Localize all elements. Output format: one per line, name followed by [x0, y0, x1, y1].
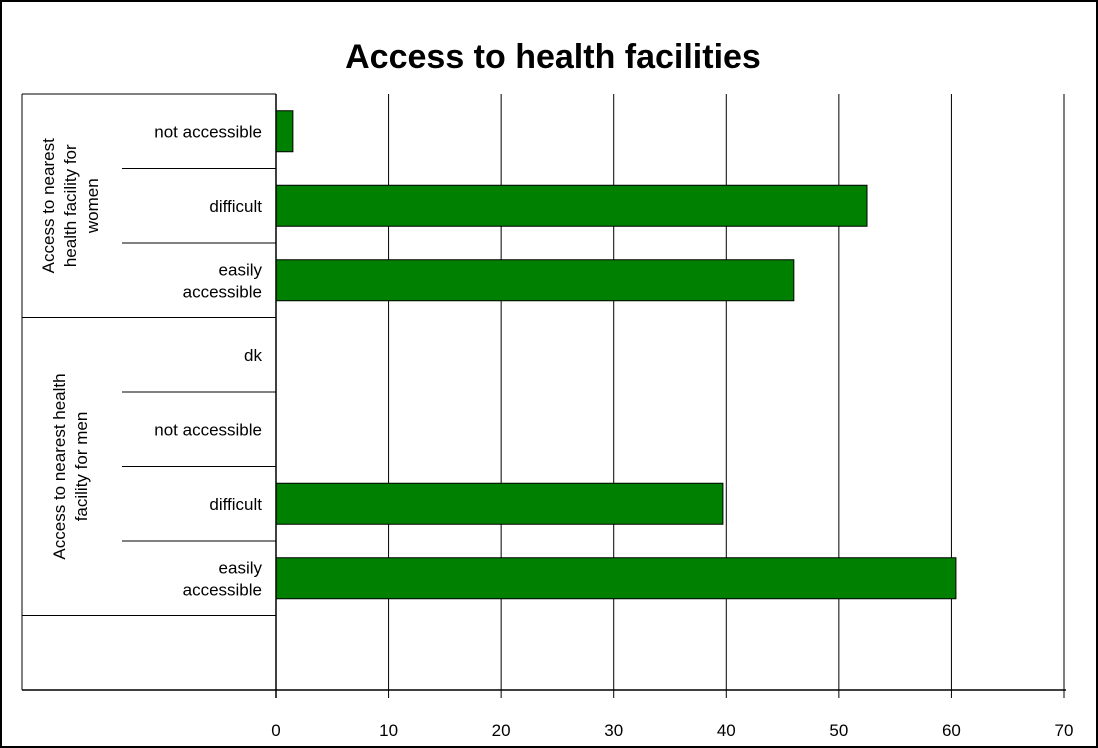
- category-label-g1-c3-l0: easily: [219, 558, 263, 577]
- category-label-g0-c2-l0: easily: [219, 260, 263, 279]
- category-label-g1-c2-l0: difficult: [209, 495, 262, 514]
- group-label-0-line-0: Access to nearest: [39, 138, 58, 273]
- group-label-1-line-1: facility for men: [72, 412, 91, 522]
- x-tick-label-50: 50: [829, 721, 848, 740]
- x-tick-label-70: 70: [1055, 721, 1074, 740]
- chart-title: Access to health facilities: [345, 38, 761, 76]
- group-label-0-line-2: women: [83, 178, 102, 234]
- bar-g1-c3: [275, 557, 957, 600]
- category-label-g1-c0-l0: dk: [244, 346, 262, 365]
- category-label-g0-c1-l0: difficult: [209, 197, 262, 216]
- x-tick-label-20: 20: [492, 721, 511, 740]
- bar-g0-c0: [275, 110, 294, 153]
- x-tick-label-40: 40: [717, 721, 736, 740]
- group-label-1-line-0: Access to nearest health: [50, 373, 69, 559]
- x-tick-label-30: 30: [604, 721, 623, 740]
- category-label-g1-c3-l1: accessible: [183, 580, 262, 599]
- bar-g0-c2: [275, 259, 795, 302]
- category-label-g0-c2-l1: accessible: [183, 282, 262, 301]
- group-label-1: Access to nearest health facility for men: [50, 373, 91, 559]
- bar-g1-c2: [275, 482, 724, 525]
- category-label-g1-c1-l0: not accessible: [154, 420, 262, 439]
- group-labels: Access to nearest health facility for wome…: [39, 138, 102, 560]
- category-labels: not accessible difficult easily accessible d…: [154, 122, 262, 599]
- group-label-0: Access to nearest health facility for wome…: [39, 138, 102, 273]
- x-tick-label-10: 10: [379, 721, 398, 740]
- bar-g0-c1: [275, 184, 868, 227]
- group-label-0-line-1: health facility for: [61, 144, 80, 267]
- category-label-g0-c0-l0: not accessible: [154, 122, 262, 141]
- x-tick-label-0: 0: [271, 721, 280, 740]
- x-tick-label-60: 60: [942, 721, 961, 740]
- axes: [21, 93, 1066, 698]
- x-tick-labels: 0 10 20 30 40 50 60 70: [271, 721, 1073, 740]
- bars: [275, 110, 957, 600]
